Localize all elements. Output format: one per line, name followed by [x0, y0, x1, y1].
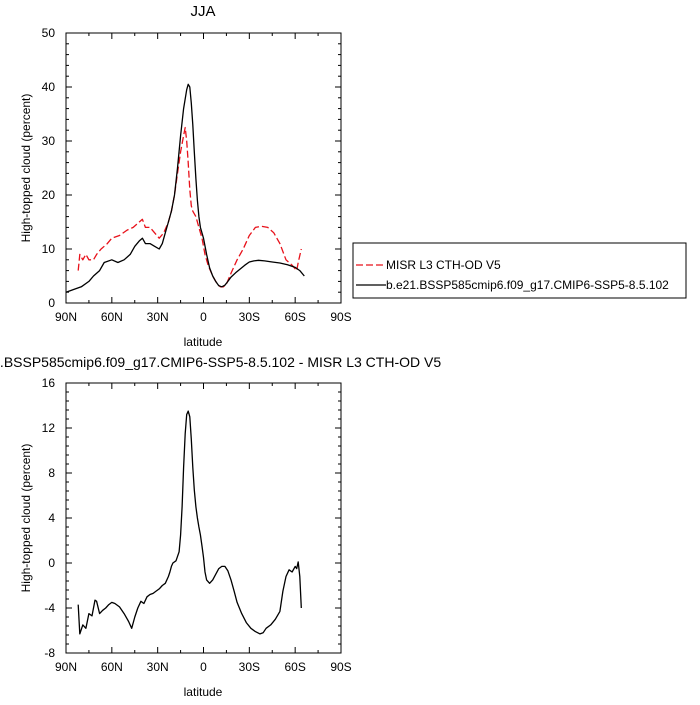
top-panel-x-tick-label: 90N	[55, 310, 77, 324]
top-panel-title: JJA	[190, 3, 215, 20]
bottom-panel-series-line-0	[77, 410, 302, 635]
top-panel-y-tick-label: 0	[48, 296, 55, 310]
top-panel-frame	[65, 32, 342, 304]
top-panel-x-tick-label: 90S	[330, 310, 351, 324]
bottom-panel-y-tick-label: 16	[42, 376, 56, 390]
bottom-panel-y-tick-label: 4	[48, 511, 55, 525]
bottom-panel-y-tick-label: -4	[44, 601, 55, 615]
top-panel-series-line-1	[65, 83, 305, 293]
top-panel-x-tick-label: 60S	[284, 310, 305, 324]
top-panel-x-tick-label: 30N	[147, 310, 169, 324]
bottom-panel-lines	[77, 410, 302, 635]
bottom-panel-x-tick-label: 60S	[284, 660, 305, 674]
top-panel-x-tick-label: 60N	[101, 310, 123, 324]
bottom-panel-x-tick-label: 30N	[147, 660, 169, 674]
top-panel-x-axis-label: latitude	[184, 335, 223, 349]
top-panel-series-line-0	[77, 126, 302, 288]
legend-box	[352, 242, 687, 299]
bottom-panel-x-axis-label: latitude	[184, 685, 223, 699]
legend-obs-label: MISR L3 CTH-OD V5	[386, 258, 501, 272]
top-panel: JJA High-topped cloud (percent) latitude…	[19, 3, 352, 349]
bottom-panel-x-tick-label: 0	[200, 660, 207, 674]
bottom-panel-x-tick-label: 90S	[330, 660, 351, 674]
bottom-panel-x-tick-label: 30S	[239, 660, 260, 674]
bottom-panel: b.e21.BSSP585cmip6.f09_g17.CMIP6-SSP5-8.…	[0, 354, 441, 699]
bottom-panel-y-tick-label: -8	[44, 646, 55, 660]
bottom-panel-x-tick-label: 60N	[101, 660, 123, 674]
bottom-panel-ticks: 90N 60N 30N 0 30S 60S 90S -8 -4 0 4 8 12 16	[42, 376, 352, 674]
top-panel-y-tick-label: 30	[42, 134, 56, 148]
legend: MISR L3 CTH-OD V5 b.e21.BSSP585cmip6.f09…	[352, 242, 687, 299]
top-panel-ticks: 90N 60N 30N 0 30S 60S 90S 0 10 20 30 40 50	[42, 26, 352, 324]
bottom-panel-x-tick-label: 90N	[55, 660, 77, 674]
top-panel-y-tick-label: 50	[42, 26, 56, 40]
bottom-panel-y-axis-label: High-topped cloud (percent)	[19, 444, 33, 593]
bottom-panel-frame	[65, 382, 342, 654]
top-panel-y-tick-label: 40	[42, 80, 56, 94]
top-panel-x-tick-label: 0	[200, 310, 207, 324]
bottom-panel-y-tick-label: 8	[48, 466, 55, 480]
top-panel-y-tick-label: 10	[42, 242, 56, 256]
bottom-panel-y-tick-label: 0	[48, 556, 55, 570]
top-panel-y-axis-label: High-topped cloud (percent)	[19, 94, 33, 243]
bottom-panel-title: b.e21.BSSP585cmip6.f09_g17.CMIP6-SSP5-8.…	[0, 354, 441, 370]
bottom-panel-y-tick-label: 12	[42, 421, 56, 435]
top-panel-lines	[65, 83, 305, 293]
top-panel-x-tick-label: 30S	[239, 310, 260, 324]
top-panel-y-tick-label: 20	[42, 188, 56, 202]
legend-model-label: b.e21.BSSP585cmip6.f09_g17.CMIP6-SSP5-8.…	[386, 278, 669, 292]
